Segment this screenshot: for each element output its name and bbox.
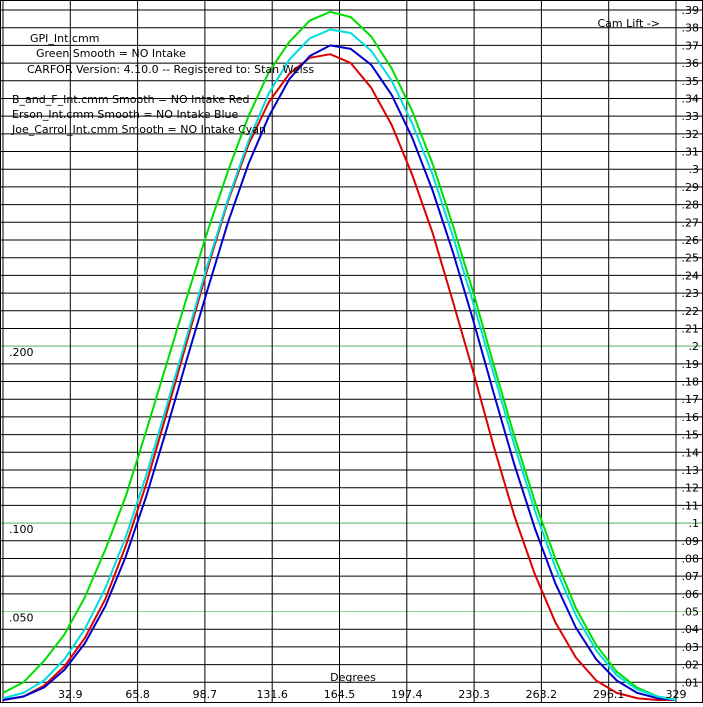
x-tick-label: 164.5 <box>324 688 356 701</box>
header-version: CARFOR Version: 4.10.0 -- Registered to:… <box>27 63 314 76</box>
x-tick-label: 329 <box>666 688 687 701</box>
legend-entry-blue: Erson_Int.cmm Smooth = NO Intake Blue <box>12 108 239 121</box>
y-tick-label: .11 <box>682 499 700 512</box>
y-tick-label: .18 <box>682 376 700 389</box>
y-tick-label: .25 <box>682 252 700 265</box>
legend-entry-red: B_and_F_Int.cmm Smooth = NO Intake Red <box>12 93 250 106</box>
y-tick-label: .02 <box>682 659 700 672</box>
y-tick-label: .19 <box>682 358 700 371</box>
y-tick-label: .31 <box>682 146 700 159</box>
y-tick-label: .05 <box>682 606 700 619</box>
y-tick-label: .14 <box>682 446 700 459</box>
y-tick-label: .15 <box>682 429 700 442</box>
x-tick-label: 263.2 <box>526 688 558 701</box>
legend-entry-cyan: Joe_Carrol_Int.cmm Smooth = NO Intake Cy… <box>11 123 266 136</box>
left-ref-label: .200 <box>9 346 34 359</box>
series-line <box>2 28 677 701</box>
y-tick-label: .09 <box>682 535 700 548</box>
y-tick-label: .26 <box>682 234 700 247</box>
y-tick-label: .04 <box>682 623 700 636</box>
y-tick-label: .39 <box>682 4 700 17</box>
y-tick-label: .24 <box>682 269 700 282</box>
header-file-name: GPI_Int.cmm <box>30 32 99 45</box>
y-tick-label: .23 <box>682 287 700 300</box>
y-tick-label: .16 <box>682 411 700 424</box>
x-tick-label: 32.9 <box>58 688 83 701</box>
series-line <box>2 53 676 701</box>
y-tick-label: .03 <box>682 641 700 654</box>
x-tick-label: 65.8 <box>125 688 150 701</box>
y-tick-label: .12 <box>682 482 700 495</box>
y-tick-label: .38 <box>682 22 700 35</box>
header-series-info: Green Smooth = NO Intake <box>36 47 186 60</box>
y-tick-label: .34 <box>682 92 700 105</box>
y-tick-label: .27 <box>682 216 700 229</box>
x-tick-label: 131.6 <box>256 688 288 701</box>
x-tick-label: 98.7 <box>193 688 218 701</box>
y-tick-label: .37 <box>682 39 700 52</box>
x-tick-label: 230.3 <box>458 688 490 701</box>
y-tick-label: .07 <box>682 570 700 583</box>
y-tick-label: .32 <box>682 128 700 141</box>
series-line <box>2 10 677 701</box>
x-tick-label: 296.1 <box>593 688 625 701</box>
series-layer <box>2 10 677 701</box>
y-tick-label: .13 <box>682 464 700 477</box>
x-tick-label: 197.4 <box>391 688 423 701</box>
y-tick-label: .08 <box>682 552 700 565</box>
y-tick-label: .29 <box>682 181 700 194</box>
y-tick-label: .36 <box>682 57 700 70</box>
y-axis-title: Cam Lift -> <box>598 17 661 30</box>
y-tick-label: .3 <box>689 163 700 176</box>
left-ref-label: .050 <box>9 612 34 625</box>
y-tick-label: .33 <box>682 110 700 123</box>
y-tick-label: .01 <box>682 676 700 689</box>
text-layer: GPI_Int.cmm Green Smooth = NO Intake CAR… <box>11 17 660 684</box>
left-ref-label: .100 <box>9 523 34 536</box>
y-tick-label: .28 <box>682 199 700 212</box>
y-tick-label: .17 <box>682 393 700 406</box>
y-tick-label: .22 <box>682 305 700 318</box>
tick-labels: .01 .02 .03 .04 .05 .06 .07 .08 .09 .1 .11 .12 .13 .1… <box>9 4 699 701</box>
y-tick-label: .1 <box>689 517 700 530</box>
x-axis-title: Degrees <box>330 671 376 684</box>
series-line <box>2 44 677 701</box>
y-tick-label: .35 <box>682 75 700 88</box>
y-tick-label: .21 <box>682 322 700 335</box>
y-tick-label: .06 <box>682 588 700 601</box>
y-tick-label: .2 <box>689 340 700 353</box>
